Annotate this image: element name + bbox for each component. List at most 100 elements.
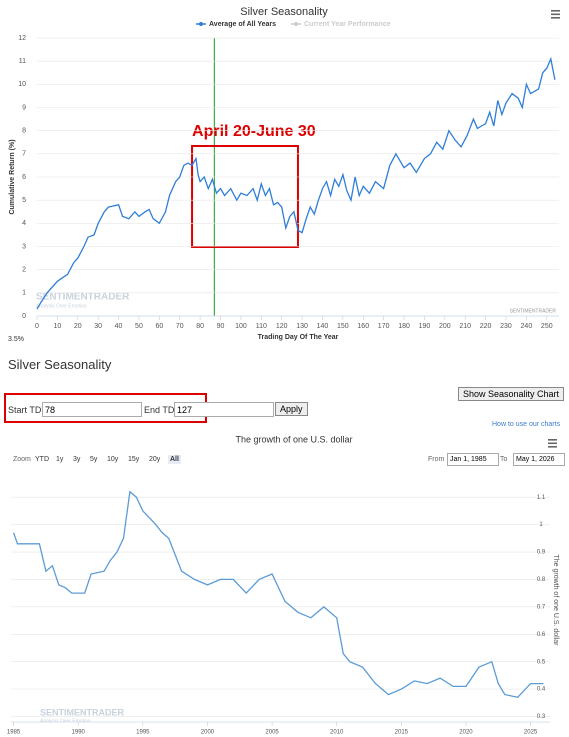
- y-tick-label: 0: [22, 313, 26, 320]
- end-label: End TDY:: [144, 405, 183, 415]
- x-tick-label: 2020: [459, 730, 473, 736]
- x-tick-label: 2000: [201, 730, 215, 736]
- y-tick-label: 11: [19, 58, 26, 65]
- watermark: SENTIMENTRADER: [40, 707, 125, 717]
- from-label: From: [428, 456, 445, 463]
- watermark-tagline: Analysis Over Emotion: [36, 303, 87, 309]
- menu-icon[interactable]: [548, 439, 557, 448]
- x-tick-label: 50: [135, 323, 143, 330]
- y-tick-label: 6: [22, 174, 26, 181]
- legend-symbol: [199, 22, 203, 26]
- x-tick-label: 80: [196, 323, 204, 330]
- zoom-button[interactable]: 5y: [90, 456, 98, 463]
- x-tick-label: 150: [337, 323, 349, 330]
- y-tick-label: 0.8: [537, 577, 546, 583]
- x-tick-label: 210: [459, 323, 471, 330]
- x-tick-label: 160: [357, 323, 369, 330]
- footnote: 3.5%: [8, 336, 24, 343]
- y-tick-label: 0.4: [537, 687, 546, 693]
- start-input[interactable]: [42, 402, 142, 417]
- legend-symbol: [294, 22, 298, 26]
- y-tick-label: 8: [22, 128, 26, 135]
- start-label: Start TDY:: [8, 405, 50, 415]
- x-tick-label: 200: [439, 323, 451, 330]
- y-axis-title: Cumulative Return (%): [9, 139, 16, 214]
- x-tick-label: 30: [94, 323, 102, 330]
- legend-label: Average of All Years: [209, 21, 276, 28]
- x-tick-label: 140: [317, 323, 329, 330]
- show-chart-button[interactable]: Show Seasonality Chart: [458, 387, 565, 401]
- x-tick-label: 1985: [7, 730, 21, 736]
- y-tick-label: 9: [22, 104, 26, 111]
- y-tick-label: 1.1: [537, 495, 546, 501]
- x-tick-label: 20: [74, 323, 82, 330]
- series-line: [36, 56, 556, 310]
- apply-button[interactable]: Apply: [275, 402, 308, 416]
- x-tick-label: 1995: [136, 730, 150, 736]
- menu-icon[interactable]: [551, 10, 560, 19]
- annotation: April 20-June 30: [192, 123, 316, 140]
- to-label: To: [500, 456, 508, 463]
- x-tick-label: 2025: [524, 730, 538, 736]
- x-tick-label: 170: [378, 323, 390, 330]
- zoom-label: Zoom: [13, 456, 31, 463]
- series-line: [12, 490, 544, 699]
- heading: Silver Seasonality: [8, 357, 112, 372]
- y-tick-label: 4: [22, 220, 26, 227]
- x-tick-label: 70: [176, 323, 184, 330]
- x-tick-label: 10: [53, 323, 61, 330]
- credit: SENTIMENTRADER: [510, 308, 557, 314]
- y-tick-label: 0.9: [537, 550, 546, 556]
- end-input[interactable]: [174, 402, 274, 417]
- zoom-button[interactable]: All: [168, 455, 181, 464]
- x-tick-label: 2005: [265, 730, 279, 736]
- legend-label: Current Year Performance: [304, 21, 391, 28]
- y-tick-label: 3: [22, 243, 26, 250]
- from-input[interactable]: [447, 453, 499, 466]
- y-tick-label: 10: [18, 81, 26, 88]
- x-tick-label: 120: [276, 323, 288, 330]
- x-tick-label: 240: [521, 323, 533, 330]
- x-tick-label: 180: [398, 323, 410, 330]
- y-tick-label: 1: [22, 290, 26, 297]
- zoom-button[interactable]: 15y: [128, 456, 140, 463]
- y-tick-label: 2: [22, 267, 26, 274]
- zoom-button[interactable]: 3y: [73, 456, 81, 463]
- y-tick-label: 5: [22, 197, 26, 204]
- x-tick-label: 0: [35, 323, 39, 330]
- y-tick-label: 0.3: [537, 714, 546, 720]
- annotation-box: [191, 145, 299, 248]
- x-tick-label: 220: [480, 323, 492, 330]
- x-axis-title: Trading Day Of The Year: [258, 334, 339, 341]
- to-input[interactable]: [513, 453, 565, 466]
- y-tick-label: 7: [22, 151, 26, 158]
- growth-chart: The growth of one U.S. dollar The growth …: [7, 434, 559, 736]
- x-tick-label: 2015: [395, 730, 409, 736]
- y-tick-label: 0.7: [537, 604, 546, 610]
- y-tick-label: 0.6: [537, 632, 546, 638]
- x-tick-label: 40: [115, 323, 123, 330]
- zoom-button[interactable]: 1y: [56, 456, 64, 463]
- y-tick-label: 0.5: [537, 659, 546, 665]
- zoom-button[interactable]: 20y: [149, 456, 161, 463]
- y-axis-title: The growth of one U.S. dollar: [552, 554, 559, 646]
- chart-title: The growth of one U.S. dollar: [235, 434, 352, 444]
- chart-title: Silver Seasonality: [240, 6, 328, 18]
- zoom-button[interactable]: YTD: [35, 456, 49, 463]
- x-tick-label: 100: [235, 323, 247, 330]
- seasonality-chart: Silver Seasonality Average of All Years Cu…: [9, 6, 560, 341]
- x-tick-label: 90: [217, 323, 225, 330]
- x-tick-label: 130: [296, 323, 308, 330]
- x-tick-label: 1990: [72, 730, 86, 736]
- x-tick-label: 2010: [330, 730, 344, 736]
- x-tick-label: 60: [155, 323, 163, 330]
- x-tick-label: 110: [256, 323, 267, 330]
- watermark-tagline: Analysis Over Emotion: [40, 718, 91, 724]
- help-link[interactable]: How to use our charts: [492, 421, 561, 428]
- y-tick-label: 12: [18, 35, 26, 42]
- zoom-button[interactable]: 10y: [107, 456, 119, 463]
- y-tick-label: 1: [539, 522, 543, 528]
- x-tick-label: 230: [500, 323, 512, 330]
- x-tick-label: 190: [419, 323, 431, 330]
